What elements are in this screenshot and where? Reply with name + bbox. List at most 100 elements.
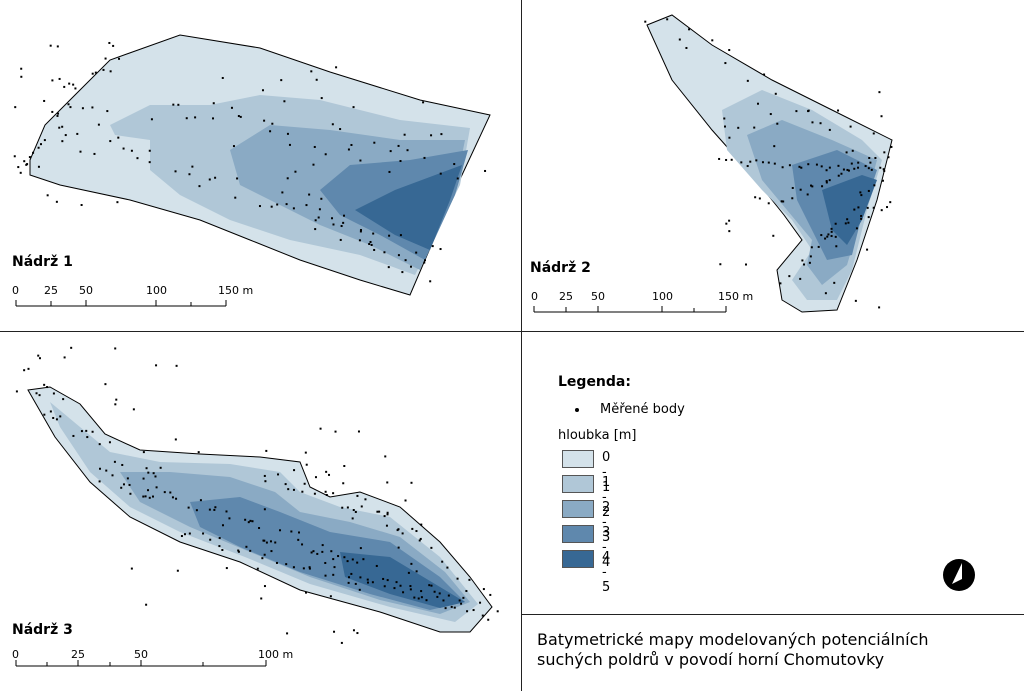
measured-point (711, 39, 714, 42)
measured-point (40, 143, 43, 146)
measured-point (144, 495, 147, 498)
measured-point (440, 133, 443, 136)
measured-point (171, 496, 174, 499)
measured-point (340, 641, 343, 644)
measured-point (761, 161, 764, 164)
measured-point (725, 222, 728, 225)
measured-point (43, 99, 46, 102)
measured-point (487, 618, 490, 621)
measured-point (27, 367, 30, 370)
measured-point (218, 545, 221, 548)
measured-point (154, 475, 157, 478)
measured-point (249, 519, 252, 522)
measured-point (325, 470, 328, 473)
measured-point (830, 227, 833, 230)
measured-point (343, 214, 346, 217)
measured-point (287, 488, 290, 491)
measured-point (388, 234, 391, 237)
measured-point (213, 508, 216, 511)
measured-point (26, 163, 29, 166)
measured-point (772, 234, 775, 237)
measured-point (208, 508, 211, 511)
measured-point (800, 166, 803, 169)
measured-point (28, 156, 31, 159)
legend-depth-label: hloubka [m] (558, 428, 637, 443)
measured-point (108, 41, 111, 44)
measured-point (857, 166, 860, 169)
measured-point (821, 185, 824, 188)
measured-point (20, 75, 23, 78)
measured-point (415, 570, 418, 573)
measured-point (212, 117, 215, 120)
measured-point (261, 89, 264, 92)
measured-point (313, 145, 316, 148)
measured-point (142, 495, 145, 498)
scale-label: 50 (79, 284, 93, 297)
measured-point (439, 172, 442, 175)
measured-point (860, 214, 863, 217)
measured-point (51, 110, 54, 113)
measured-point (290, 530, 293, 533)
measured-point (824, 292, 827, 295)
measured-point (122, 483, 125, 486)
measured-point (177, 103, 180, 106)
measured-point (258, 527, 261, 530)
measured-point (308, 567, 311, 570)
measured-point (851, 149, 854, 152)
measured-point (399, 160, 402, 163)
measured-point (746, 165, 749, 168)
measured-point (834, 222, 837, 225)
measured-point (359, 547, 362, 550)
measured-point (828, 166, 831, 169)
measured-point (286, 132, 289, 135)
measured-point (354, 582, 357, 585)
measured-point (74, 87, 77, 90)
measured-point (43, 413, 46, 416)
measured-point (270, 550, 273, 553)
measured-point (409, 585, 412, 588)
measured-point (332, 492, 335, 495)
measured-point (430, 546, 433, 549)
measured-point (395, 581, 398, 584)
depth-zone-4-5 (340, 552, 465, 608)
measured-point (331, 123, 334, 126)
measured-point (109, 70, 112, 73)
measured-point (809, 255, 812, 258)
legend-swatch (562, 475, 594, 493)
measured-point (212, 102, 215, 105)
measured-point (807, 163, 810, 166)
measured-point (264, 480, 267, 483)
map-tank-3 (15, 346, 499, 667)
measured-point (37, 165, 40, 168)
measured-point (13, 155, 16, 158)
measured-point (285, 203, 288, 206)
measured-point (155, 364, 158, 367)
measured-point (232, 145, 235, 148)
measured-point (324, 490, 327, 493)
measured-point (386, 513, 389, 516)
measured-point (281, 191, 284, 194)
measured-point (828, 179, 831, 182)
measured-point (357, 430, 360, 433)
measured-point (428, 584, 431, 587)
measured-point (350, 143, 353, 146)
measured-point (91, 72, 94, 75)
measured-point (63, 85, 66, 88)
measured-point (453, 163, 456, 166)
scale-label: 100 (652, 290, 673, 303)
measured-point (356, 494, 359, 497)
measured-point (108, 441, 111, 444)
measured-point (230, 106, 233, 109)
measured-point (148, 496, 151, 499)
map-tank-2 (533, 14, 893, 313)
measured-point (68, 82, 71, 85)
measured-point (102, 68, 105, 71)
legend-title: Legenda: (558, 374, 631, 390)
depth-zone-4-5 (355, 165, 462, 250)
measured-point (198, 185, 201, 188)
measured-point (317, 216, 320, 219)
measured-point (292, 207, 295, 210)
measured-point (407, 571, 410, 574)
measured-point (116, 201, 119, 204)
measured-point (458, 599, 461, 602)
